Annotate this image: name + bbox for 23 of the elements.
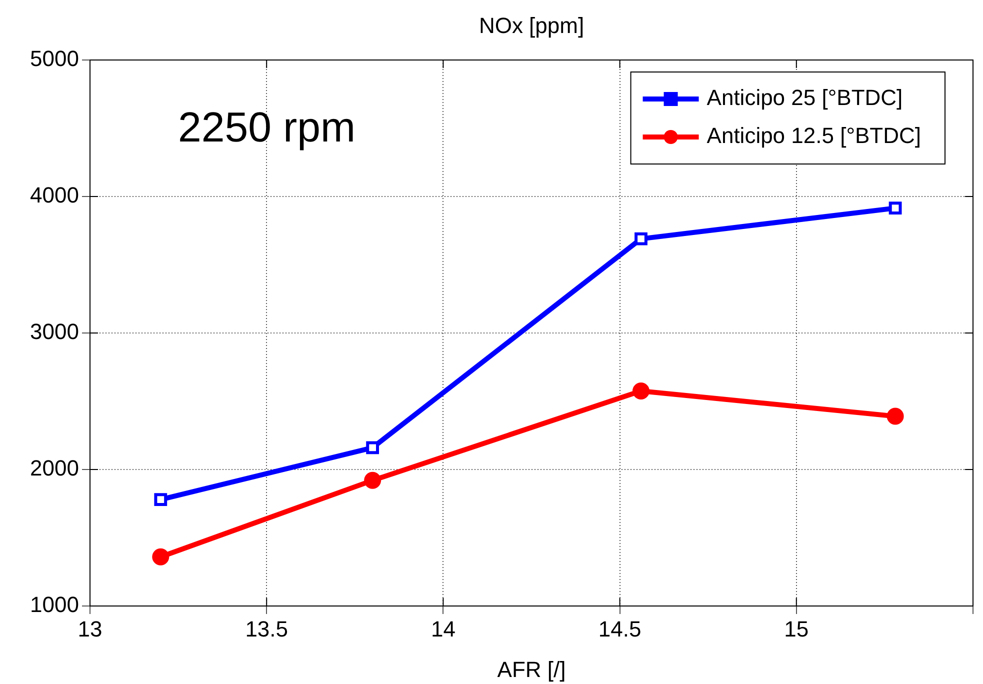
annotation: 2250 rpm [178, 104, 356, 151]
point [366, 441, 380, 454]
x-axis-title: AFR [/] [497, 656, 566, 682]
y-tick-label: 2000 [30, 456, 79, 481]
x-tick-label: 13.5 [245, 616, 288, 642]
point [154, 493, 168, 506]
legend-label: Anticipo 25 [°BTDC] [706, 85, 903, 110]
point [634, 232, 648, 246]
x-tick-label: 14.5 [598, 616, 642, 642]
point [888, 202, 902, 215]
y-tick-label: 5000 [30, 46, 79, 72]
y-tick-label: 4000 [30, 182, 79, 208]
point [632, 382, 650, 400]
point [886, 408, 904, 425]
point [364, 472, 382, 489]
x-tick-label: 14 [430, 616, 456, 642]
legend-label: Anticipo 12.5 [°BTDC] [706, 123, 922, 148]
x-tick-label: 13 [78, 616, 102, 642]
chart-title: NOx [ppm] [478, 13, 584, 38]
point [152, 548, 170, 566]
y-tick-label: 1000 [30, 592, 79, 618]
y-tick-label: 3000 [30, 319, 79, 344]
x-tick-label: 15 [784, 616, 809, 642]
